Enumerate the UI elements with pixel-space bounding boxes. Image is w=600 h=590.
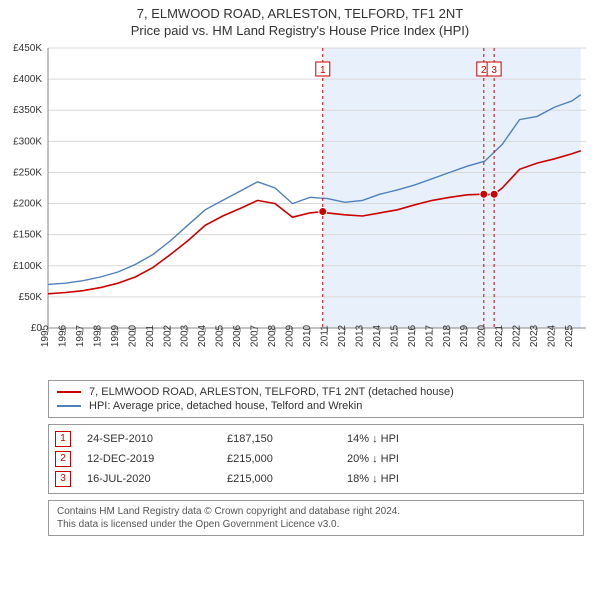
chart-area: £0£50K£100K£150K£200K£250K£300K£350K£400… [0,42,600,372]
svg-text:2017: 2017 [424,324,435,347]
sale-price: £215,000 [227,473,347,485]
svg-text:2002: 2002 [162,324,173,347]
svg-text:2018: 2018 [442,324,453,347]
svg-text:2022: 2022 [512,324,523,347]
svg-text:2016: 2016 [407,324,418,347]
svg-text:2013: 2013 [354,324,365,347]
line-chart-svg: £0£50K£100K£150K£200K£250K£300K£350K£400… [0,42,600,372]
svg-text:£250K: £250K [13,167,42,178]
sale-diff: 20% ↓ HPI [347,453,577,465]
sale-diff: 18% ↓ HPI [347,473,577,485]
svg-text:1995: 1995 [40,324,51,347]
svg-text:2012: 2012 [337,324,348,347]
sale-marker: 2 [55,451,71,467]
sale-price: £187,150 [227,433,347,445]
svg-text:2004: 2004 [197,324,208,347]
svg-text:2014: 2014 [372,324,383,347]
svg-text:£400K: £400K [13,74,42,85]
svg-text:£450K: £450K [13,43,42,54]
sale-date: 12-DEC-2019 [87,453,227,465]
svg-text:2021: 2021 [494,324,505,347]
sale-date: 24-SEP-2010 [87,433,227,445]
svg-text:£350K: £350K [13,105,42,116]
svg-text:2010: 2010 [302,324,313,347]
svg-text:£150K: £150K [13,230,42,241]
svg-text:2009: 2009 [285,324,296,347]
attribution-footer: Contains HM Land Registry data © Crown c… [48,500,584,536]
svg-text:2001: 2001 [145,324,156,347]
legend-swatch [57,391,81,393]
sale-date: 16-JUL-2020 [87,473,227,485]
svg-text:1: 1 [320,65,326,76]
svg-text:2011: 2011 [319,325,330,347]
svg-text:2023: 2023 [529,324,540,347]
svg-text:2008: 2008 [267,324,278,347]
legend: 7, ELMWOOD ROAD, ARLESTON, TELFORD, TF1 … [48,380,584,418]
svg-text:2024: 2024 [547,324,558,347]
sale-marker: 1 [55,431,71,447]
legend-item: HPI: Average price, detached house, Telf… [57,399,575,413]
svg-text:1997: 1997 [75,324,86,347]
svg-text:2019: 2019 [459,324,470,347]
svg-text:2015: 2015 [389,324,400,347]
sale-marker: 3 [55,471,71,487]
svg-text:£300K: £300K [13,136,42,147]
svg-text:2007: 2007 [250,324,261,347]
chart-subtitle: Price paid vs. HM Land Registry's House … [0,23,600,38]
chart-title: 7, ELMWOOD ROAD, ARLESTON, TELFORD, TF1 … [0,6,600,21]
svg-text:2005: 2005 [215,324,226,347]
footer-line1: Contains HM Land Registry data © Crown c… [57,505,575,518]
sale-price: £215,000 [227,453,347,465]
svg-text:3: 3 [491,65,497,76]
svg-text:1998: 1998 [92,324,103,347]
svg-text:2: 2 [481,65,487,76]
sale-diff: 14% ↓ HPI [347,433,577,445]
svg-text:£50K: £50K [19,292,43,303]
chart-titles: 7, ELMWOOD ROAD, ARLESTON, TELFORD, TF1 … [0,0,600,42]
svg-text:2006: 2006 [232,324,243,347]
legend-label: 7, ELMWOOD ROAD, ARLESTON, TELFORD, TF1 … [89,386,454,398]
svg-text:2003: 2003 [180,324,191,347]
svg-text:1996: 1996 [57,324,68,347]
svg-text:2020: 2020 [477,324,488,347]
svg-text:£100K: £100K [13,261,42,272]
sales-table: 1 24-SEP-2010£187,15014% ↓ HPI 2 12-DEC-201… [48,424,584,494]
sales-row: 3 16-JUL-2020£215,00018% ↓ HPI [55,469,577,489]
svg-text:2025: 2025 [564,324,575,347]
sales-row: 1 24-SEP-2010£187,15014% ↓ HPI [55,429,577,449]
svg-text:2000: 2000 [127,324,138,347]
svg-text:1999: 1999 [110,324,121,347]
sales-row: 2 12-DEC-2019£215,00020% ↓ HPI [55,449,577,469]
legend-label: HPI: Average price, detached house, Telf… [89,400,362,412]
footer-line2: This data is licensed under the Open Gov… [57,518,575,531]
legend-swatch [57,405,81,407]
svg-text:£200K: £200K [13,199,42,210]
legend-item: 7, ELMWOOD ROAD, ARLESTON, TELFORD, TF1 … [57,385,575,399]
